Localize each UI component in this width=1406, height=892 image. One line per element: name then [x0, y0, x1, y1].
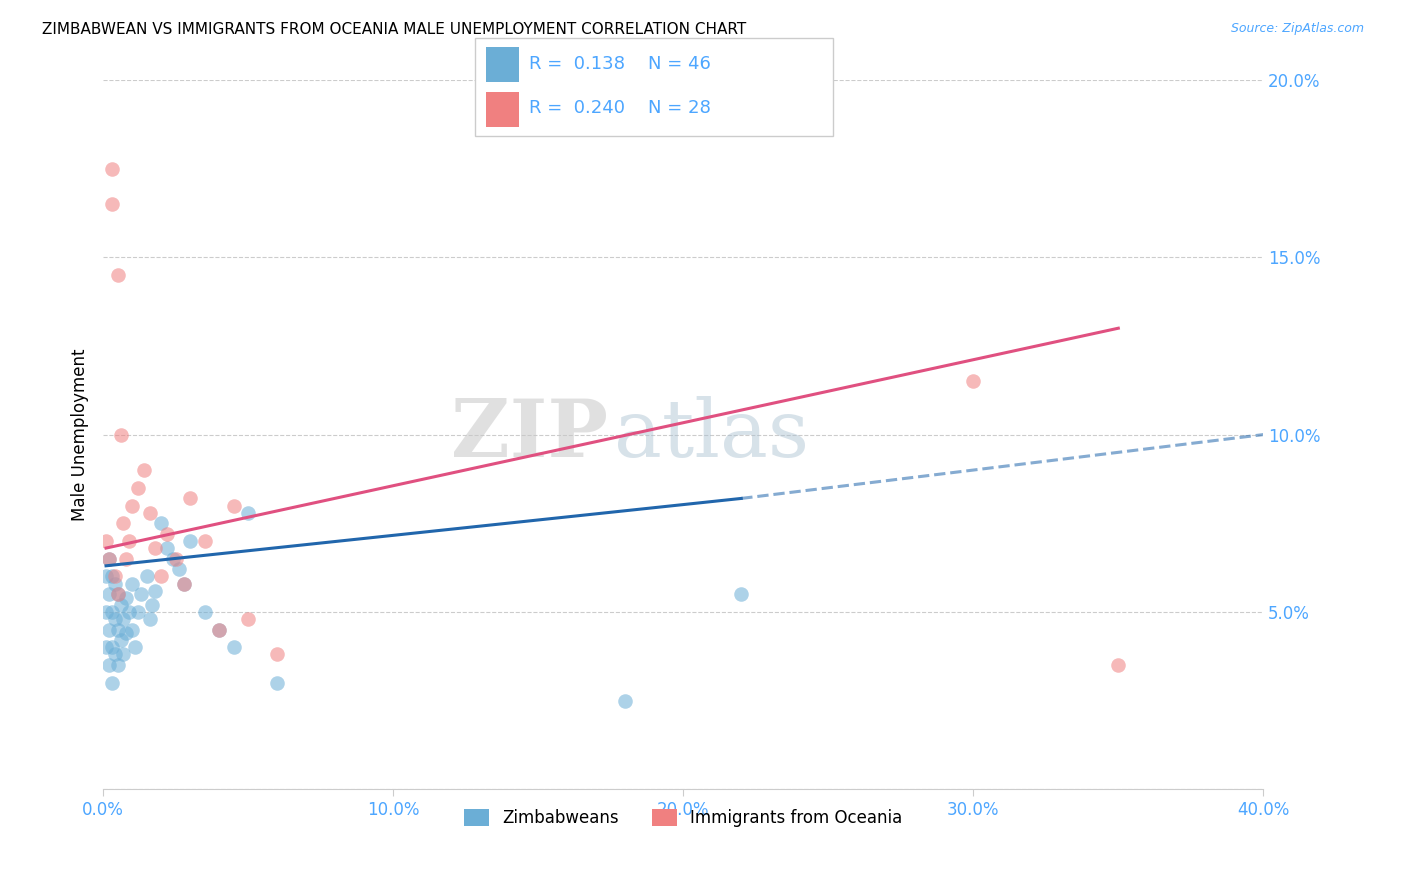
- Point: [138, 506, 160, 520]
- Point: [94, 605, 117, 619]
- Point: [118, 533, 141, 548]
- Point: [222, 499, 245, 513]
- Point: [138, 612, 160, 626]
- Bar: [485, 47, 519, 82]
- Point: [194, 533, 217, 548]
- Point: [97, 658, 120, 673]
- Point: [127, 481, 149, 495]
- Point: [266, 676, 288, 690]
- Point: [1107, 658, 1129, 673]
- Point: [236, 612, 259, 626]
- Point: [127, 605, 149, 619]
- Y-axis label: Male Unemployment: Male Unemployment: [72, 349, 89, 521]
- Point: [167, 562, 190, 576]
- Point: [614, 693, 637, 707]
- Point: [194, 605, 217, 619]
- Point: [97, 623, 120, 637]
- Point: [121, 623, 143, 637]
- Point: [129, 587, 152, 601]
- Point: [236, 506, 259, 520]
- Point: [118, 605, 141, 619]
- Point: [104, 612, 127, 626]
- Point: [173, 576, 195, 591]
- Point: [179, 491, 201, 506]
- Point: [101, 676, 124, 690]
- Point: [132, 463, 155, 477]
- Point: [730, 587, 752, 601]
- Point: [97, 551, 120, 566]
- Point: [107, 587, 129, 601]
- Point: [143, 541, 166, 555]
- Point: [266, 648, 288, 662]
- FancyBboxPatch shape: [475, 37, 832, 136]
- Point: [104, 576, 127, 591]
- Point: [110, 427, 132, 442]
- Point: [104, 569, 127, 583]
- Point: [101, 197, 124, 211]
- Point: [150, 569, 173, 583]
- Point: [107, 623, 129, 637]
- Text: atlas: atlas: [613, 395, 808, 474]
- Point: [101, 161, 124, 176]
- Point: [115, 591, 138, 605]
- Point: [104, 648, 127, 662]
- Point: [141, 598, 163, 612]
- Point: [112, 516, 135, 531]
- Legend: Zimbabweans, Immigrants from Oceania: Zimbabweans, Immigrants from Oceania: [457, 803, 910, 834]
- Text: ZIP: ZIP: [451, 395, 607, 474]
- Text: R =  0.240    N = 28: R = 0.240 N = 28: [530, 99, 711, 117]
- Point: [115, 626, 138, 640]
- Point: [94, 533, 117, 548]
- Point: [143, 583, 166, 598]
- Point: [101, 640, 124, 655]
- Point: [179, 533, 201, 548]
- Point: [97, 587, 120, 601]
- Point: [222, 640, 245, 655]
- Point: [156, 527, 179, 541]
- Point: [107, 268, 129, 282]
- Point: [173, 576, 195, 591]
- Point: [156, 541, 179, 555]
- Point: [94, 569, 117, 583]
- Text: R =  0.138    N = 46: R = 0.138 N = 46: [530, 55, 711, 73]
- Point: [208, 623, 231, 637]
- Point: [101, 605, 124, 619]
- Point: [112, 648, 135, 662]
- Point: [107, 658, 129, 673]
- Point: [124, 640, 146, 655]
- Point: [107, 587, 129, 601]
- Point: [115, 551, 138, 566]
- Text: Source: ZipAtlas.com: Source: ZipAtlas.com: [1230, 22, 1364, 36]
- Bar: [485, 92, 519, 127]
- Point: [962, 375, 984, 389]
- Point: [208, 623, 231, 637]
- Point: [135, 569, 157, 583]
- Point: [110, 598, 132, 612]
- Point: [121, 499, 143, 513]
- Point: [110, 633, 132, 648]
- Point: [162, 551, 184, 566]
- Point: [150, 516, 173, 531]
- Point: [101, 569, 124, 583]
- Point: [97, 551, 120, 566]
- Text: ZIMBABWEAN VS IMMIGRANTS FROM OCEANIA MALE UNEMPLOYMENT CORRELATION CHART: ZIMBABWEAN VS IMMIGRANTS FROM OCEANIA MA…: [42, 22, 747, 37]
- Point: [165, 551, 187, 566]
- Point: [94, 640, 117, 655]
- Point: [112, 612, 135, 626]
- Point: [121, 576, 143, 591]
